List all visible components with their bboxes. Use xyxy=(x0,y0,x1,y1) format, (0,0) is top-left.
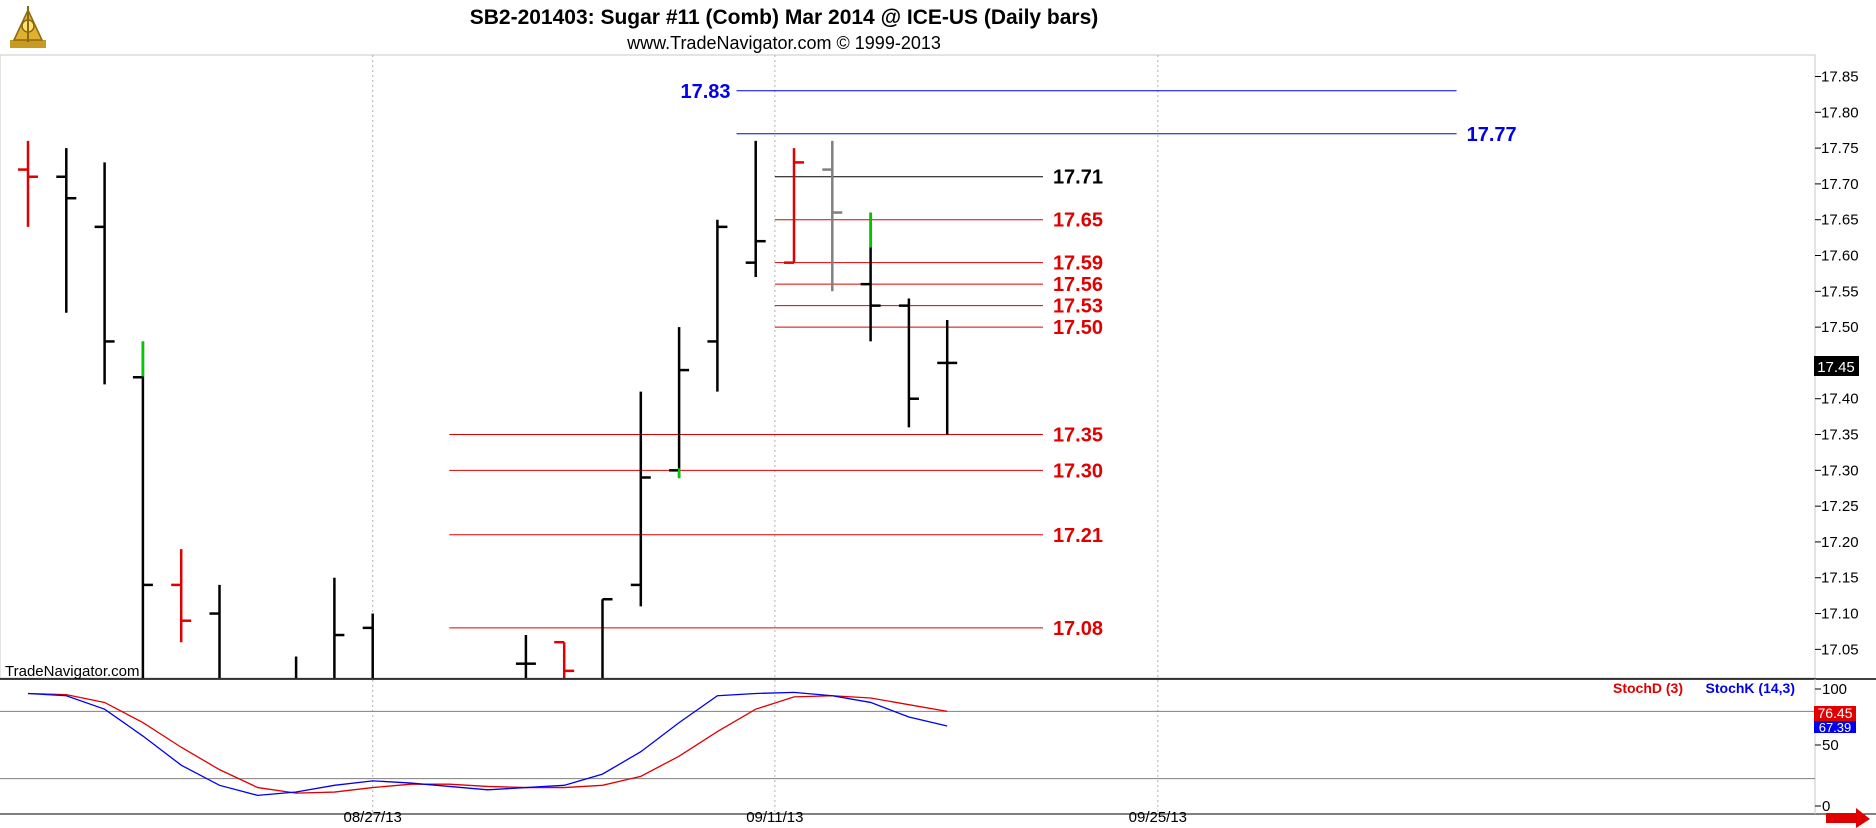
ohlc-bar xyxy=(439,685,459,757)
level-label: 17.53 xyxy=(1053,296,1103,318)
stoch-series-line xyxy=(27,691,948,797)
last-price-badge: 17.45 xyxy=(1814,356,1859,376)
price-tick-label: 17.20 xyxy=(1821,534,1859,551)
stochastic-panel: 0 50 100 StochD (3) StochK (14,3) 76.45 67… xyxy=(0,678,1876,815)
ohlc-bar xyxy=(362,613,374,678)
stochastic-gridlines xyxy=(0,680,1815,813)
date-tick-label: 09/11/13 xyxy=(746,809,803,826)
level-label: 17.65 xyxy=(1053,210,1103,232)
ohlc-bar xyxy=(478,685,498,757)
price-tick-label: 17.75 xyxy=(1821,140,1859,157)
scroll-right-arrow-icon[interactable] xyxy=(1826,808,1870,828)
ohlc-bar xyxy=(898,298,919,428)
level-label: 17.56 xyxy=(1053,274,1103,296)
price-tick-label: 17.35 xyxy=(1821,427,1859,444)
stoch-series-line xyxy=(27,692,948,794)
ohlc-bar xyxy=(554,640,575,678)
price-tick-label: 17.85 xyxy=(1821,68,1859,85)
legend-stochd: StochD (3) xyxy=(1613,680,1683,696)
price-gridlines xyxy=(372,55,1159,678)
ohlc-bar xyxy=(248,685,268,757)
ohlc-bar xyxy=(171,549,192,643)
ohlc-bar xyxy=(822,140,843,292)
ohlc-bar xyxy=(515,635,536,678)
ohlc-bar xyxy=(937,319,958,435)
date-tick-label: 08/27/13 xyxy=(344,809,402,826)
price-tick-label: 17.50 xyxy=(1821,319,1859,336)
chart-header: SB2-201403: Sugar #11 (Comb) Mar 2014 @ … xyxy=(10,6,1098,53)
ohlc-bar xyxy=(745,140,766,277)
stochk-last-value: 67.39 xyxy=(1819,720,1852,735)
level-label: 17.30 xyxy=(1053,460,1103,482)
price-tick-label: 17.05 xyxy=(1821,641,1859,658)
ohlc-bar xyxy=(669,327,690,479)
date-axis: 08/27/13 09/11/13 09/25/13 xyxy=(344,809,1188,826)
legend-stochk: StochK (14,3) xyxy=(1706,680,1795,696)
ohlc-bar xyxy=(784,148,804,264)
level-label: 17.77 xyxy=(1467,124,1517,146)
stochastic-axis: 0 50 100 xyxy=(1815,681,1847,815)
price-tick-label: 17.65 xyxy=(1821,212,1859,229)
ohlc-bar xyxy=(294,656,298,678)
price-tick-label: 17.25 xyxy=(1821,498,1859,515)
stoch-tick-label: 100 xyxy=(1822,681,1847,698)
stoch-tick-label: 50 xyxy=(1822,737,1839,754)
ohlc-bar xyxy=(860,212,881,342)
price-tick-label: 17.70 xyxy=(1821,176,1859,193)
ohlc-bar xyxy=(18,140,38,227)
ohlc-bar xyxy=(401,678,421,757)
price-tick-label: 17.80 xyxy=(1821,104,1859,121)
ohlc-bar xyxy=(209,584,221,678)
price-panel: 17.8317.7717.7117.6517.5917.5617.5317.50… xyxy=(0,54,1859,757)
stochd-last-value: 76.45 xyxy=(1817,705,1852,721)
chart-title: SB2-201403: Sugar #11 (Comb) Mar 2014 @ … xyxy=(470,6,1099,29)
price-tick-label: 17.55 xyxy=(1821,283,1859,300)
ohlc-bar xyxy=(630,391,651,607)
level-label: 17.21 xyxy=(1053,525,1103,547)
price-tick-label: 17.40 xyxy=(1821,391,1859,408)
price-tick-label: 17.15 xyxy=(1821,570,1859,587)
ohlc-bar xyxy=(94,162,115,385)
price-tick-label: 17.30 xyxy=(1821,462,1859,479)
price-tick-label: 17.60 xyxy=(1821,248,1859,265)
ohlc-bar xyxy=(56,148,77,313)
level-label: 17.08 xyxy=(1053,618,1103,640)
ohlc-bar xyxy=(132,341,153,678)
last-price-value: 17.45 xyxy=(1817,359,1855,376)
level-label: 17.71 xyxy=(1053,167,1103,189)
ohlc-bar xyxy=(707,219,728,392)
watermark-text: TradeNavigator.com xyxy=(5,663,140,680)
trade-navigator-logo-icon xyxy=(10,6,46,48)
ohlc-bar xyxy=(601,597,613,678)
ohlc-bars xyxy=(18,140,958,757)
level-label: 17.59 xyxy=(1053,253,1103,275)
level-label: 17.35 xyxy=(1053,425,1103,447)
price-panel-frame xyxy=(0,54,1816,679)
price-levels: 17.83 17.77 17.71 17.65 17.5917.5617.5317.50… xyxy=(449,81,1517,640)
stoch-last-values: 76.45 67.39 xyxy=(1814,705,1856,735)
chart-subtitle: www.TradeNavigator.com © 1999-2013 xyxy=(626,33,941,53)
price-tick-label: 17.10 xyxy=(1821,606,1859,623)
level-label: 17.83 xyxy=(680,81,730,103)
ohlc-bar xyxy=(333,577,345,678)
stoch-tick-label: 0 xyxy=(1822,798,1830,815)
date-tick-label: 09/25/13 xyxy=(1129,809,1187,826)
stochastic-lines xyxy=(27,691,948,797)
level-label: 17.50 xyxy=(1053,317,1103,339)
